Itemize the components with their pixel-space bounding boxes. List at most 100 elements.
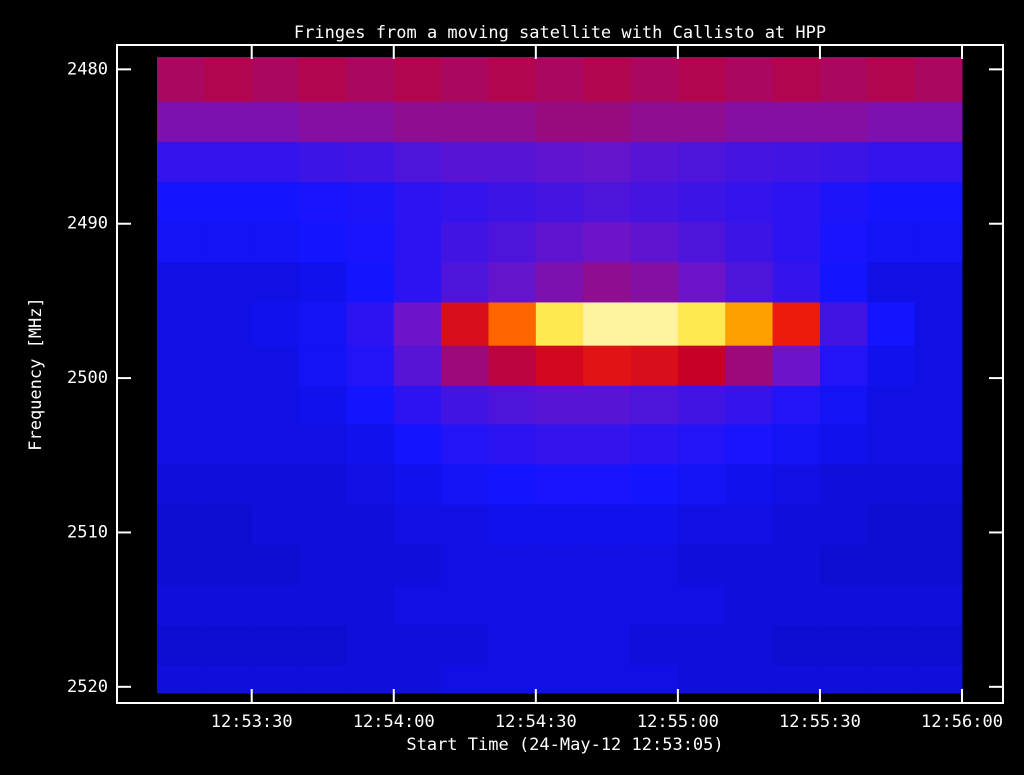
heatmap-cell (725, 504, 774, 546)
heatmap-cell (677, 625, 726, 666)
heatmap-cell (488, 504, 537, 546)
heatmap-cell (677, 424, 726, 466)
heatmap-cell (299, 665, 347, 694)
heatmap-cell (914, 385, 963, 425)
heatmap-cell (819, 302, 868, 347)
heatmap-cell (346, 101, 395, 143)
heatmap-cell (772, 262, 821, 303)
heatmap-cell (819, 141, 868, 183)
heatmap-cell (725, 584, 774, 626)
heatmap-cell (488, 141, 537, 183)
heatmap-cell (914, 141, 963, 183)
heatmap-cell (299, 544, 347, 586)
heatmap-cell (535, 302, 584, 347)
heatmap-cell (299, 101, 347, 143)
heatmap-cell (535, 385, 584, 425)
heatmap-cell (488, 385, 537, 425)
heatmap-cell (914, 544, 963, 586)
heatmap-cell (488, 182, 537, 223)
heatmap-cell (630, 302, 679, 347)
heatmap-cell (488, 57, 537, 103)
heatmap-cell (488, 665, 537, 694)
x-tick-label: 12:56:00 (921, 712, 1003, 732)
heatmap-cell (725, 182, 774, 223)
heatmap-cell (204, 584, 253, 626)
y-tick-label: 2490 (67, 214, 108, 234)
heatmap-cell (819, 57, 868, 103)
heatmap-cell (441, 464, 489, 506)
heatmap-cell (583, 345, 632, 387)
heatmap-cell (251, 57, 300, 103)
heatmap-cell (583, 182, 632, 223)
heatmap-cell (346, 464, 395, 506)
heatmap-cell (393, 424, 442, 466)
heatmap-cell (819, 345, 868, 387)
heatmap-cell (157, 182, 205, 223)
heatmap-cell (583, 504, 632, 546)
heatmap-cell (393, 141, 442, 183)
heatmap-cell (772, 302, 821, 347)
heatmap-cell (819, 544, 868, 586)
heatmap-cell (725, 385, 774, 425)
x-tick-label: 12:54:30 (495, 712, 577, 732)
heatmap-cell (677, 302, 726, 347)
heatmap-cell (441, 101, 489, 143)
heatmap-cell (867, 544, 916, 586)
heatmap-cells (157, 57, 963, 694)
heatmap-cell (535, 141, 584, 183)
heatmap-cell (914, 504, 963, 546)
heatmap-cell (630, 625, 679, 666)
heatmap-cell (346, 57, 395, 103)
heatmap-cell (772, 504, 821, 546)
heatmap-cell (725, 345, 774, 387)
heatmap-cell (393, 57, 442, 103)
heatmap-cell (204, 182, 253, 223)
heatmap-cell (251, 665, 300, 694)
heatmap-cell (867, 424, 916, 466)
heatmap-cell (346, 385, 395, 425)
heatmap-cell (677, 57, 726, 103)
heatmap-cell (204, 262, 253, 303)
heatmap-cell (725, 625, 774, 666)
heatmap-cell (393, 504, 442, 546)
heatmap-cell (251, 222, 300, 263)
heatmap-cell (393, 544, 442, 586)
heatmap-cell (725, 424, 774, 466)
heatmap-cell (346, 222, 395, 263)
heatmap-cell (393, 262, 442, 303)
heatmap-cell (251, 584, 300, 626)
heatmap-cell (441, 544, 489, 586)
heatmap-cell (630, 504, 679, 546)
heatmap-cell (819, 584, 868, 626)
heatmap-cell (251, 424, 300, 466)
heatmap-cell (583, 101, 632, 143)
heatmap-cell (299, 302, 347, 347)
heatmap-cell (867, 262, 916, 303)
heatmap-cell (441, 262, 489, 303)
heatmap-cell (204, 222, 253, 263)
heatmap-cell (725, 222, 774, 263)
heatmap-cell (772, 101, 821, 143)
heatmap-cell (772, 385, 821, 425)
heatmap-cell (204, 345, 253, 387)
heatmap-cell (630, 57, 679, 103)
heatmap-cell (441, 504, 489, 546)
heatmap-cell (299, 222, 347, 263)
x-tick-label: 12:53:30 (211, 712, 293, 732)
plot-frame (116, 44, 1004, 704)
heatmap-cell (819, 665, 868, 694)
heatmap-cell (441, 625, 489, 666)
heatmap-cell (914, 625, 963, 666)
heatmap-cell (251, 101, 300, 143)
heatmap-cell (677, 222, 726, 263)
heatmap-cell (393, 302, 442, 347)
heatmap-cell (772, 464, 821, 506)
heatmap-cell (299, 584, 347, 626)
heatmap-cell (583, 262, 632, 303)
x-tick-label: 12:55:00 (637, 712, 719, 732)
heatmap-cell (583, 665, 632, 694)
heatmap-cell (204, 544, 253, 586)
heatmap-cell (393, 345, 442, 387)
heatmap-cell (393, 385, 442, 425)
